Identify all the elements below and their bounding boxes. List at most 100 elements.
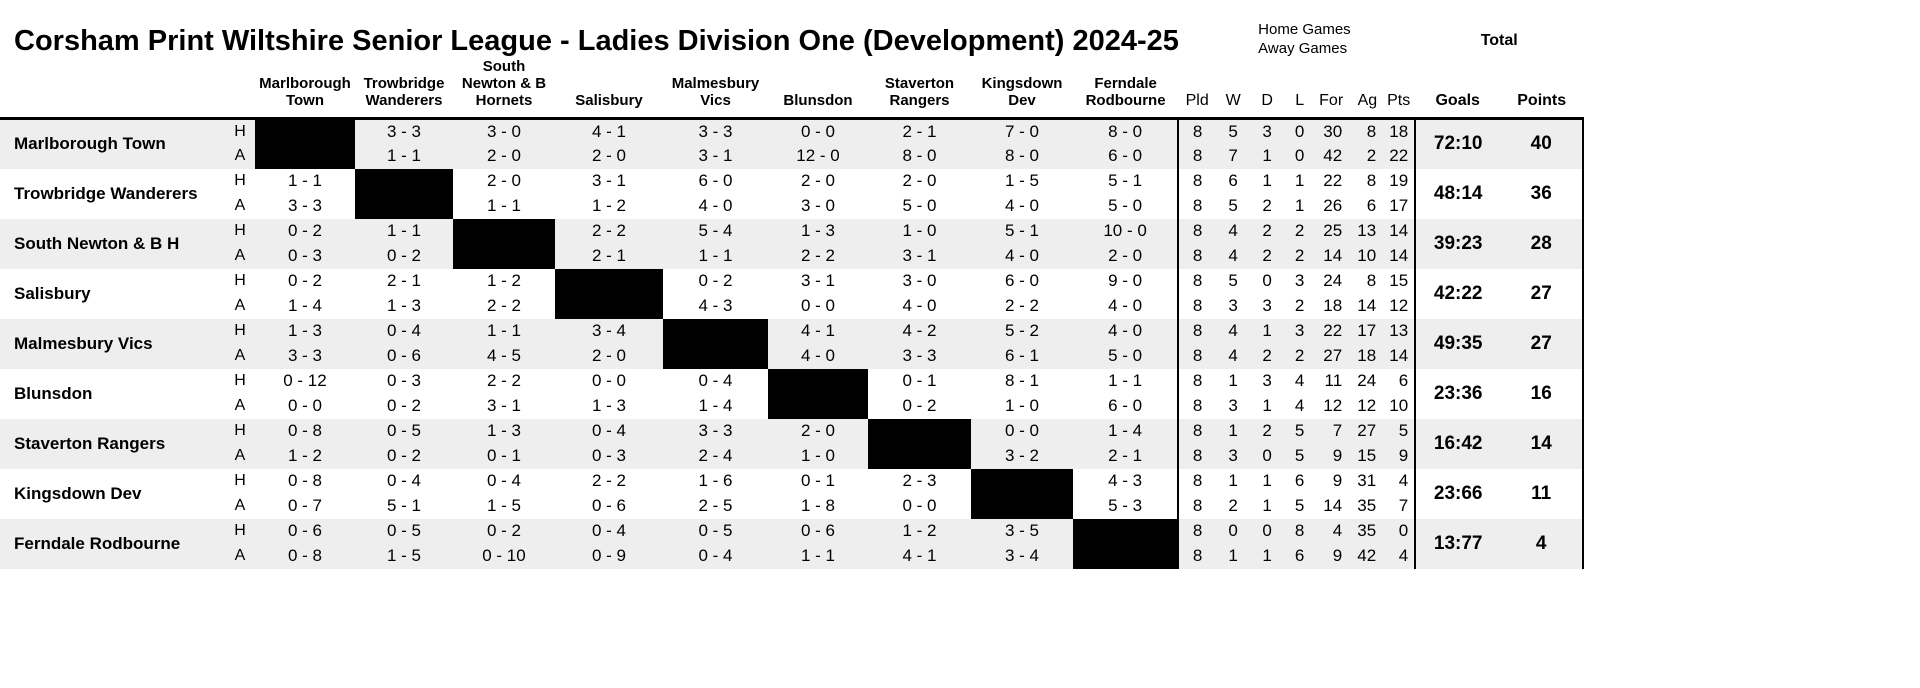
col-header-pld: Pld — [1178, 58, 1217, 120]
stat-d: 0 — [1250, 518, 1285, 544]
col-header-for: For — [1315, 58, 1349, 120]
stat-w: 1 — [1228, 471, 1238, 490]
team-name: Marlborough Town — [0, 118, 225, 169]
stat-w: 4 — [1216, 243, 1251, 269]
result-cell: 0 - 4 — [663, 543, 768, 569]
team-row-home: Salisbury H 0 - 2 2 - 1 1 - 2 0 - 2 3 - 1 3 - 0… — [0, 268, 1585, 319]
stat-d: 3 — [1262, 371, 1272, 390]
stat-for: 26 — [1323, 196, 1343, 215]
result-cell: 1 - 8 — [800, 496, 836, 515]
diagonal-cell — [453, 218, 555, 269]
away-label: A — [225, 343, 255, 369]
result-cell: 5 - 2 — [971, 318, 1073, 344]
stat-for: 30 — [1315, 118, 1349, 144]
result-cell: 1 - 4 — [287, 296, 323, 315]
result-cell: 4 - 2 — [868, 318, 971, 344]
stat-w: 5 — [1216, 118, 1251, 144]
result-cell: 2 - 0 — [768, 418, 868, 444]
stat-w: 4 — [1216, 318, 1251, 344]
stat-d: 2 — [1250, 243, 1285, 269]
result-cell: 2 - 0 — [902, 171, 937, 190]
result-cell: 0 - 5 — [355, 518, 453, 544]
result-cell: 1 - 3 — [386, 296, 422, 315]
stat-pts: 0 — [1382, 518, 1416, 544]
result-cell: 0 - 4 — [555, 418, 663, 444]
stat-l: 8 — [1284, 518, 1316, 544]
away-label: A — [234, 197, 246, 214]
col-header-kingsdown-dev: Kingsdown Dev — [971, 58, 1073, 120]
result-cell: 0 - 6 — [768, 518, 868, 544]
team-row-away: A 3 - 3 1 - 1 1 - 2 4 - 0 3 - 0 5 - 0 4 - 0 5 - … — [0, 193, 1583, 219]
result-cell: 0 - 0 — [800, 296, 836, 315]
result-cell: 0 - 6 — [355, 343, 453, 369]
stat-pts: 10 — [1389, 396, 1409, 415]
result-cell: 1 - 5 — [1004, 171, 1040, 190]
stat-w: 3 — [1228, 296, 1238, 315]
stat-pts: 6 — [1398, 371, 1409, 390]
stat-pld: 8 — [1177, 418, 1217, 444]
stat-w: 3 — [1216, 443, 1251, 469]
result-cell: 1 - 1 — [355, 218, 453, 244]
stat-ag: 8 — [1366, 271, 1377, 290]
stat-ag: 17 — [1348, 318, 1383, 344]
result-cell: 1 - 1 — [768, 543, 868, 569]
stat-l: 5 — [1284, 443, 1316, 469]
stat-pts: 14 — [1382, 218, 1416, 244]
result-cell: 4 - 1 — [768, 318, 868, 344]
total-goals: 42:22 — [1414, 268, 1501, 319]
away-label: A — [225, 443, 255, 469]
result-cell: 4 - 5 — [453, 343, 555, 369]
total-points: 4 — [1500, 518, 1585, 569]
result-cell: 3 - 3 — [663, 118, 768, 144]
total-points: 14 — [1500, 418, 1585, 469]
home-away-column-header — [225, 58, 255, 120]
team-row-away: A 1 - 4 1 - 3 2 - 2 4 - 3 0 - 0 4 - 0 2 - 2 4 - … — [0, 293, 1583, 319]
stat-d: 1 — [1250, 543, 1285, 569]
stat-l: 4 — [1294, 396, 1305, 415]
result-cell: 2 - 0 — [555, 143, 663, 169]
result-cell: 1 - 2 — [486, 271, 522, 290]
stat-for: 9 — [1315, 543, 1349, 569]
stat-for: 9 — [1332, 471, 1343, 490]
result-cell: 1 - 2 — [255, 443, 355, 469]
total-points: 28 — [1500, 218, 1585, 269]
stat-l: 1 — [1294, 196, 1305, 215]
stat-for: 18 — [1323, 296, 1343, 315]
home-label: H — [225, 518, 255, 544]
stat-ag: 10 — [1348, 243, 1383, 269]
stat-pts: 12 — [1389, 296, 1409, 315]
result-cell: 3 - 3 — [663, 418, 768, 444]
result-cell: 8 - 0 — [971, 143, 1073, 169]
stat-d: 0 — [1262, 271, 1272, 290]
stat-pld: 8 — [1177, 493, 1217, 519]
result-cell: 10 - 0 — [1073, 218, 1179, 244]
diagonal-cell — [768, 368, 868, 419]
result-cell: 0 - 0 — [591, 371, 627, 390]
result-cell: 0 - 2 — [355, 443, 453, 469]
away-label: A — [225, 143, 255, 169]
result-cell: 2 - 2 — [486, 371, 522, 390]
col-header-malmesbury-vics: Malmesbury Vics — [663, 58, 768, 120]
stat-pts: 4 — [1398, 471, 1409, 490]
stat-pts: 4 — [1382, 543, 1416, 569]
stat-ag: 2 — [1348, 143, 1383, 169]
stat-d: 2 — [1250, 218, 1285, 244]
stat-l: 0 — [1284, 143, 1316, 169]
total-points: 11 — [1500, 468, 1585, 519]
stat-pld: 8 — [1177, 118, 1217, 144]
stat-d: 2 — [1262, 196, 1272, 215]
result-cell: 3 - 1 — [591, 171, 627, 190]
column-header-row: Marlborough Town Trowbridge Wanderers So… — [0, 58, 1584, 120]
result-cell: 6 - 1 — [971, 343, 1073, 369]
result-cell: 0 - 8 — [287, 471, 323, 490]
result-cell: 9 - 0 — [1108, 271, 1143, 290]
stat-ag: 42 — [1348, 543, 1383, 569]
result-cell: 4 - 0 — [768, 343, 868, 369]
result-cell: 0 - 3 — [255, 243, 355, 269]
stat-d: 2 — [1250, 343, 1285, 369]
result-cell: 3 - 4 — [555, 318, 663, 344]
team-name: Trowbridge Wanderers — [14, 183, 198, 203]
